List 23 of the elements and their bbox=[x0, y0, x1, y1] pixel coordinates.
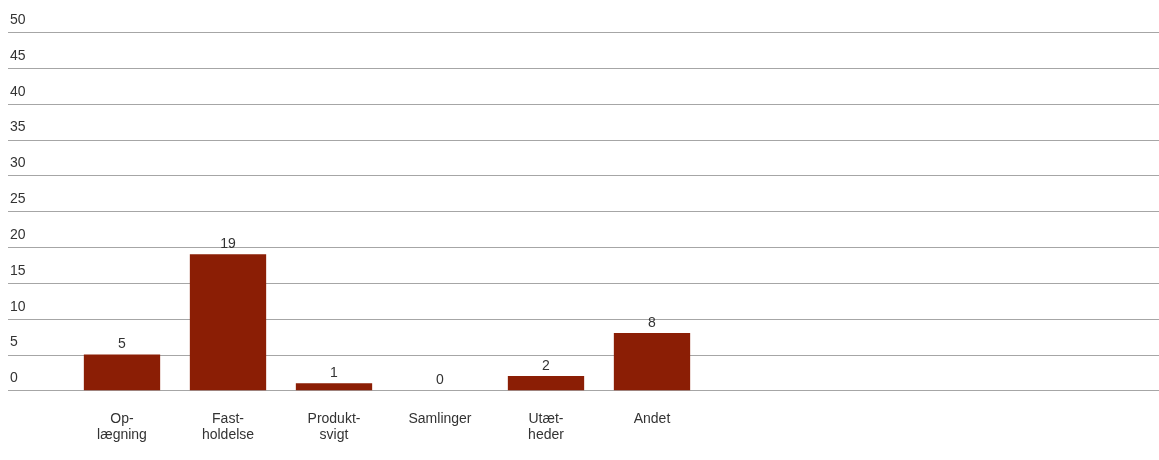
x-tick-label: Produkt- svigt bbox=[307, 409, 361, 443]
x-tick-label: Utæt- heder bbox=[528, 409, 565, 443]
y-tick-label: 40 bbox=[10, 82, 26, 99]
y-tick-label: 25 bbox=[10, 190, 26, 207]
x-tick-label: Fast- holdelse bbox=[201, 409, 255, 443]
y-tick-label: 35 bbox=[10, 118, 26, 135]
x-tick-label: Op- lægning bbox=[97, 409, 147, 443]
y-tick-label: 5 bbox=[10, 333, 18, 350]
data-label: 5 bbox=[118, 335, 127, 352]
y-tick-label: 15 bbox=[10, 261, 26, 278]
data-label: 0 bbox=[436, 371, 445, 388]
y-tick-label: 45 bbox=[10, 46, 26, 63]
data-label: 8 bbox=[648, 313, 657, 330]
x-tick-label: Samlinger bbox=[408, 409, 472, 426]
y-tick-label: 30 bbox=[10, 154, 26, 171]
y-tick-label: 50 bbox=[10, 10, 26, 27]
data-label: 2 bbox=[542, 356, 551, 373]
x-tick-label: Andet bbox=[633, 409, 671, 426]
y-tick-label: 20 bbox=[10, 225, 26, 242]
y-tick-label: 0 bbox=[10, 369, 18, 386]
data-label: 19 bbox=[220, 235, 236, 252]
y-tick-label: 10 bbox=[10, 297, 26, 314]
data-label: 1 bbox=[330, 364, 339, 381]
